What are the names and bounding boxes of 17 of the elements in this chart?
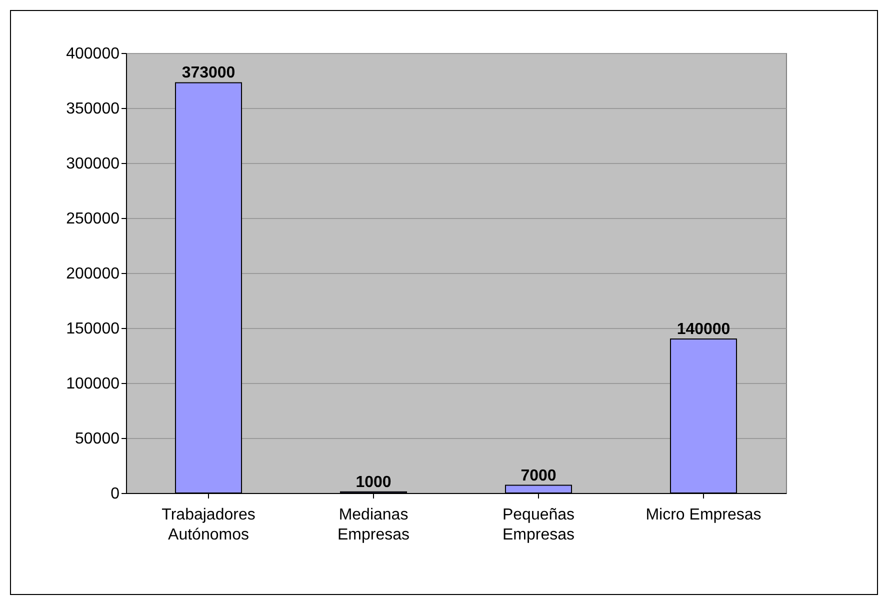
- y-tick-label: 200000: [66, 266, 120, 282]
- y-tick-label: 100000: [66, 376, 120, 392]
- x-tick-label: Medianas Empresas: [337, 506, 410, 544]
- data-label: 373000: [182, 64, 236, 82]
- y-tick-label: 0: [110, 486, 120, 502]
- data-label: 7000: [520, 467, 556, 484]
- y-tick-label: 150000: [66, 320, 120, 338]
- data-label: 1000: [356, 474, 392, 491]
- x-tick-label: Micro Empresas: [646, 506, 762, 524]
- y-tick-label: 400000: [66, 46, 120, 62]
- x-tick-label: Trabajadores Autónomos: [162, 506, 256, 544]
- y-tick-label: 300000: [66, 156, 120, 172]
- y-tick-label: 50000: [75, 430, 120, 448]
- x-tick-label: Pequeñas Empresas: [502, 506, 575, 544]
- y-tick-label: 250000: [66, 210, 120, 228]
- y-tick-label: 350000: [66, 100, 120, 118]
- data-label: 140000: [676, 321, 730, 338]
